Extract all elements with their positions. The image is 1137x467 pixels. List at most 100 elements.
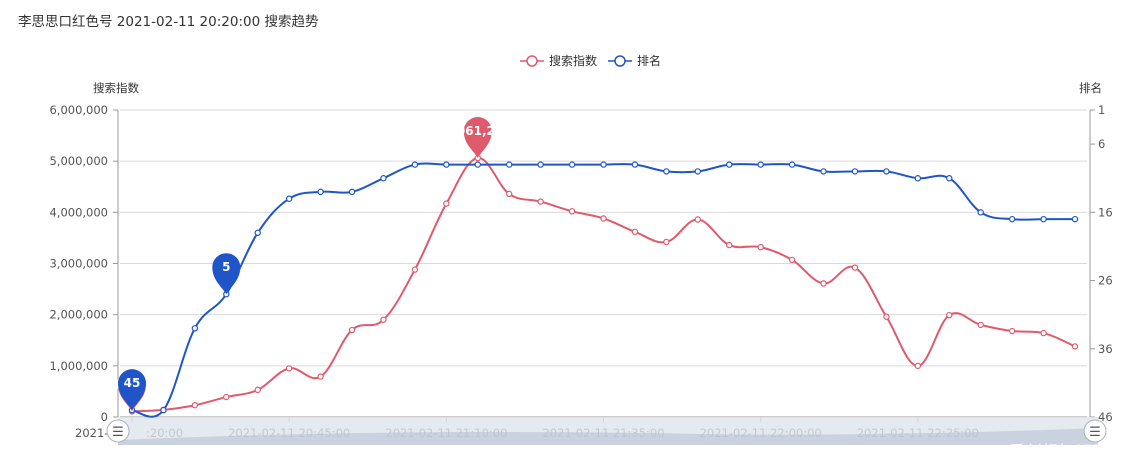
watermark-text: 爱创根知识网 <box>1008 443 1110 463</box>
zoom-handle-right[interactable]: ☰ <box>1083 419 1107 443</box>
data-point[interactable] <box>285 365 293 372</box>
handle-glyph: ☰ <box>112 425 124 440</box>
grid-lines <box>117 109 1091 418</box>
right-axis-name: 排名 <box>1079 81 1102 95</box>
legend-item[interactable]: 排名 <box>608 53 661 68</box>
watermark: 爱创根知识网 <box>1008 443 1110 463</box>
data-point[interactable] <box>317 373 324 380</box>
zoom-shadow-area <box>118 428 1098 445</box>
data-point[interactable] <box>757 243 764 251</box>
data-point[interactable] <box>537 198 544 205</box>
data-point[interactable] <box>411 161 419 168</box>
data-point[interactable] <box>788 256 796 264</box>
right-tick-label: 26 <box>1098 274 1113 288</box>
marker-pin[interactable]: 45 <box>118 369 146 411</box>
left-axis-ticks: 0 1,000,000 2,000,000 3,000,000 4,000,000 5,0… <box>49 103 118 424</box>
data-point[interactable] <box>568 208 576 215</box>
data-point[interactable] <box>694 216 702 223</box>
data-point[interactable] <box>285 195 293 202</box>
data-point[interactable] <box>1071 215 1079 223</box>
legend-item[interactable]: 搜索指数 <box>520 53 597 68</box>
left-tick-label: 6,000,000 <box>49 103 108 117</box>
data-point[interactable] <box>443 161 450 168</box>
data-point[interactable] <box>600 215 607 222</box>
data-point[interactable] <box>537 161 544 168</box>
series-rank <box>128 161 1079 418</box>
right-tick-label: 36 <box>1098 342 1113 356</box>
data-point[interactable] <box>1008 327 1016 335</box>
pin-label: 5 <box>222 260 230 274</box>
data-point[interactable] <box>946 311 953 319</box>
data-point[interactable] <box>1008 215 1016 223</box>
data-point[interactable] <box>694 168 702 175</box>
data-point[interactable] <box>506 161 513 168</box>
legend-label: 搜索指数 <box>549 53 597 68</box>
left-tick-label: 3,000,000 <box>49 257 108 271</box>
marker-pin[interactable]: 5,061,264 <box>444 117 512 159</box>
data-point[interactable] <box>851 264 859 271</box>
marker-pin[interactable]: 5 <box>212 253 241 295</box>
legend: 搜索指数 排名 <box>520 53 661 68</box>
data-point[interactable] <box>1071 343 1079 350</box>
data-point[interactable] <box>914 175 922 182</box>
x-tick-label-clipped: 2021- <box>75 426 108 440</box>
data-point[interactable] <box>443 200 450 207</box>
data-point[interactable] <box>223 393 230 401</box>
data-point[interactable] <box>726 241 733 249</box>
data-point[interactable] <box>600 161 607 168</box>
data-point[interactable] <box>977 321 984 329</box>
data-point[interactable] <box>757 161 764 168</box>
data-point[interactable] <box>663 168 670 175</box>
series-layer <box>128 154 1079 418</box>
handle-circle[interactable] <box>106 419 130 443</box>
chart-title: 李思思口红色号 2021-02-11 20:20:00 搜索趋势 <box>18 14 319 30</box>
data-zoom-slider: ☰ ☰ <box>106 417 1107 445</box>
data-point[interactable] <box>1040 329 1047 337</box>
data-point[interactable] <box>506 190 513 198</box>
handle-glyph: ☰ <box>1089 425 1101 440</box>
data-point[interactable] <box>254 386 261 394</box>
data-point[interactable] <box>631 228 639 235</box>
data-point[interactable] <box>914 362 922 370</box>
data-point[interactable] <box>820 280 827 287</box>
data-point[interactable] <box>191 325 199 332</box>
data-point[interactable] <box>317 188 324 196</box>
left-axis-name: 搜索指数 <box>93 81 139 95</box>
right-tick-label: 6 <box>1098 137 1105 151</box>
handle-circle[interactable] <box>1083 419 1107 443</box>
pin-label: 45 <box>124 376 141 390</box>
right-tick-label: 46 <box>1098 410 1113 424</box>
data-point[interactable] <box>380 316 387 323</box>
data-point[interactable] <box>883 168 890 175</box>
legend-symbol <box>526 55 538 67</box>
data-point[interactable] <box>788 161 796 168</box>
pin-label: 5,061,264 <box>444 124 512 138</box>
axis-names: 搜索指数 排名 <box>93 81 1102 95</box>
series-search-index <box>128 154 1079 415</box>
data-point[interactable] <box>254 229 261 236</box>
data-point[interactable] <box>946 175 953 182</box>
data-point[interactable] <box>631 161 639 168</box>
data-point[interactable] <box>977 209 984 216</box>
data-point[interactable] <box>820 168 827 175</box>
data-point[interactable] <box>160 406 167 414</box>
data-point[interactable] <box>348 188 356 196</box>
left-tick-label: 2,000,000 <box>49 308 108 322</box>
left-tick-label: 1,000,000 <box>49 359 108 373</box>
data-point[interactable] <box>474 161 481 168</box>
zoom-handle-left[interactable]: ☰ <box>106 419 130 443</box>
data-point[interactable] <box>851 168 859 175</box>
data-point[interactable] <box>663 238 670 246</box>
legend-symbol <box>614 55 626 67</box>
data-point[interactable] <box>191 402 199 409</box>
data-point[interactable] <box>1040 215 1047 223</box>
data-point[interactable] <box>348 326 356 334</box>
pin-shape <box>463 117 492 159</box>
data-point[interactable] <box>411 266 419 273</box>
data-point[interactable] <box>568 161 576 168</box>
series-line <box>131 157 1076 413</box>
data-point[interactable] <box>883 313 890 320</box>
data-point[interactable] <box>380 175 387 182</box>
data-point[interactable] <box>726 161 733 168</box>
